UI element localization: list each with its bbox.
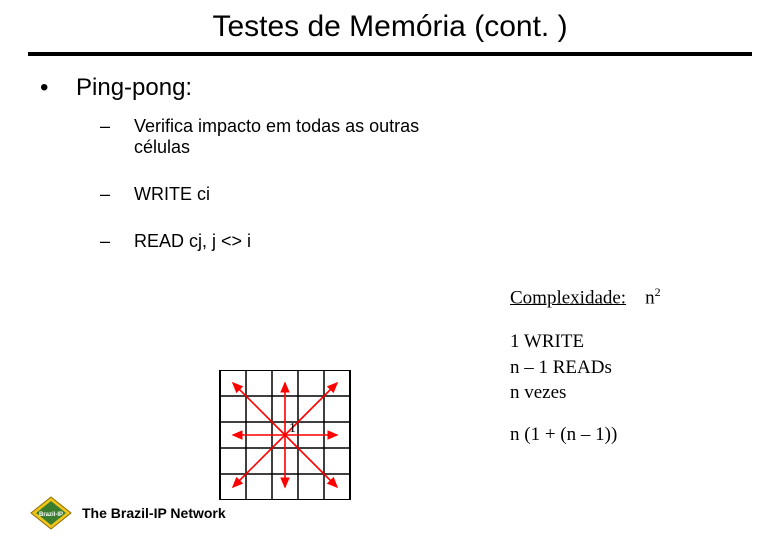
- complexity-exp: 2: [655, 285, 661, 299]
- brazil-ip-logo: Brazil-IP: [30, 496, 72, 530]
- complexity-line: Complexidade: n2: [510, 284, 661, 311]
- dash-marker: –: [100, 116, 134, 137]
- spacer: [510, 406, 661, 422]
- sub-item-3: – READ cj, j <> i: [100, 231, 740, 252]
- sub-item-2: – WRITE ci: [100, 184, 740, 205]
- footer: Brazil-IP The Brazil-IP Network: [30, 496, 226, 530]
- svg-text:1: 1: [289, 421, 296, 436]
- complexity-base: n: [645, 287, 655, 308]
- grid-diagram: 1: [210, 370, 360, 500]
- complexity-detail-1: 1 WRITE: [510, 329, 661, 355]
- slide-title: Testes de Memória (cont. ): [0, 10, 780, 44]
- complexity-box: Complexidade: n2 1 WRITE n – 1 READs n v…: [510, 284, 661, 448]
- sub-text-1: Verifica impacto em todas as outras célu…: [134, 116, 474, 158]
- title-divider: [28, 52, 752, 56]
- complexity-detail-4: n (1 + (n – 1)): [510, 422, 661, 448]
- slide: Testes de Memória (cont. ) • Ping-pong: …: [0, 10, 780, 540]
- complexity-detail-3: n vezes: [510, 380, 661, 406]
- dash-marker: –: [100, 231, 134, 252]
- complexity-space: [631, 287, 641, 308]
- grid-svg: 1: [210, 370, 360, 500]
- complexity-detail-2: n – 1 READs: [510, 355, 661, 381]
- bullet-text: Ping-pong:: [76, 74, 192, 102]
- svg-text:Brazil-IP: Brazil-IP: [39, 512, 63, 518]
- dash-marker: –: [100, 184, 134, 205]
- bullet-ping-pong: • Ping-pong:: [40, 74, 740, 102]
- bullet-marker: •: [40, 74, 76, 102]
- complexity-label: Complexidade:: [510, 287, 626, 308]
- sub-text-2: WRITE ci: [134, 184, 210, 205]
- footer-text: The Brazil-IP Network: [82, 505, 226, 521]
- sub-text-3: READ cj, j <> i: [134, 231, 251, 252]
- content-area: • Ping-pong: – Verifica impacto em todas…: [40, 74, 740, 252]
- sub-item-1: – Verifica impacto em todas as outras cé…: [100, 116, 740, 158]
